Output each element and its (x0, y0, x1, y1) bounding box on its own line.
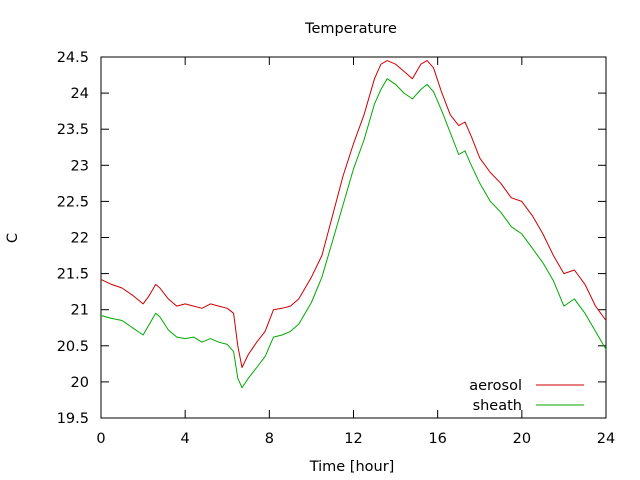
series-lines (100, 60, 607, 389)
y-tick-label: 22 (71, 231, 89, 247)
y-tick-label: 21 (71, 303, 89, 319)
x-tick-label: 20 (513, 431, 531, 447)
y-tick-label: 22.5 (57, 194, 89, 210)
y-axis-label: C (5, 233, 21, 243)
series-line-sheath (100, 78, 607, 389)
legend-label-aerosol: aerosol (469, 378, 522, 394)
y-tick-label: 23.5 (57, 122, 89, 138)
x-axis-label: Time [hour] (309, 459, 395, 475)
legend: aerosol sheath (469, 378, 584, 414)
x-tick-label: 16 (428, 431, 446, 447)
legend-label-sheath: sheath (473, 398, 522, 414)
y-tick-label: 19.5 (57, 411, 89, 427)
series-line-aerosol (100, 60, 607, 368)
y-tick-label: 24 (71, 86, 89, 102)
x-tick-label: 12 (344, 431, 362, 447)
x-tick-label: 8 (265, 431, 274, 447)
axes: 0 4 8 12 16 20 24 19.5 20 20.5 21 21.5 22 22.5 23 23.5 2… (57, 50, 616, 447)
y-tick-label: 23 (71, 158, 89, 174)
x-tick-label: 4 (181, 431, 190, 447)
plot-frame (100, 56, 607, 419)
y-tick-label: 20.5 (57, 339, 89, 355)
y-tick-label: 24.5 (57, 50, 89, 66)
y-tick-label: 21.5 (57, 267, 89, 283)
x-tick-label: 0 (96, 431, 105, 447)
x-tick-label: 24 (597, 431, 615, 447)
chart-title: Temperature (304, 21, 397, 37)
y-tick-label: 20 (71, 375, 89, 391)
